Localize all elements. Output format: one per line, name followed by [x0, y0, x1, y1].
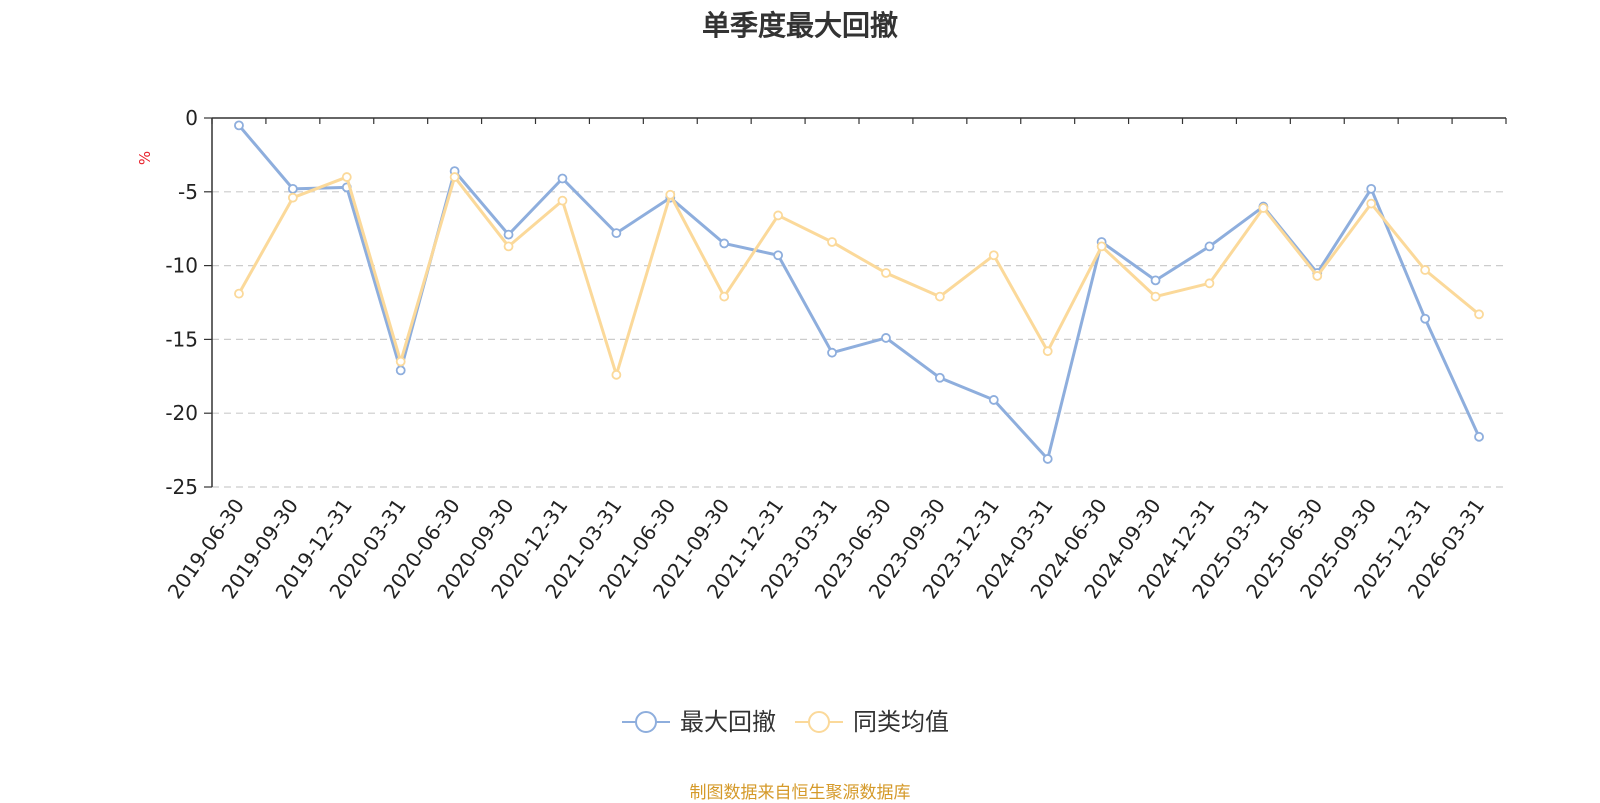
legend-marker [635, 711, 657, 733]
data-point[interactable] [719, 291, 730, 302]
y-tick-label: 0 [185, 106, 198, 130]
data-point[interactable] [988, 250, 999, 261]
data-point[interactable] [665, 189, 676, 200]
data-point[interactable] [1042, 346, 1053, 357]
y-tick-label: -25 [165, 475, 198, 499]
data-point[interactable] [1366, 198, 1377, 209]
data-point[interactable] [341, 172, 352, 182]
data-point[interactable] [449, 172, 460, 182]
legend-label: 最大回撤 [680, 708, 776, 736]
data-point[interactable] [395, 365, 406, 376]
data-point[interactable] [503, 229, 514, 240]
legend[interactable]: 最大回撤 同类均值 [622, 708, 949, 736]
data-point[interactable] [287, 183, 298, 194]
legend-item[interactable]: 最大回撤 [622, 708, 776, 736]
data-point[interactable] [1204, 278, 1215, 289]
data-point[interactable] [1366, 183, 1377, 194]
y-tick-label: -10 [165, 254, 198, 278]
chart-title: 单季度最大回撤 [701, 9, 898, 42]
data-source-note: 制图数据来自恒生聚源数据库 [689, 783, 911, 803]
data-point[interactable] [1420, 313, 1431, 324]
data-point[interactable] [503, 241, 514, 252]
data-point[interactable] [1474, 431, 1484, 442]
data-point[interactable] [1312, 271, 1323, 281]
data-point[interactable] [1474, 309, 1484, 320]
data-point[interactable] [1096, 241, 1107, 252]
series-line [237, 175, 1480, 377]
data-point[interactable] [611, 369, 622, 380]
x-tick-labels: 2019-06-302019-09-302019-12-312020-03-31… [163, 494, 1489, 603]
data-point[interactable] [773, 210, 784, 221]
series-2 [234, 172, 1484, 380]
data-point[interactable] [934, 291, 945, 302]
data-point[interactable] [1204, 241, 1215, 252]
data-point[interactable] [1150, 291, 1161, 302]
data-point[interactable] [1258, 203, 1269, 213]
series-line [237, 124, 1481, 461]
axes [204, 117, 1507, 488]
legend-marker [808, 711, 830, 733]
legend-item[interactable]: 同类均值 [795, 708, 949, 736]
data-point[interactable] [557, 195, 568, 206]
data-point[interactable] [827, 237, 837, 247]
y-tick-labels: 0 -5 -10 -15 -20 -25 [165, 106, 198, 499]
data-point[interactable] [719, 238, 730, 249]
y-tick-label: -15 [165, 327, 198, 351]
data-point[interactable] [1420, 265, 1431, 275]
data-point[interactable] [934, 372, 945, 383]
data-point[interactable] [611, 228, 622, 239]
data-point[interactable] [881, 268, 891, 278]
data-point[interactable] [988, 395, 999, 405]
data-point[interactable] [881, 333, 891, 343]
data-point[interactable] [234, 288, 244, 299]
data-point[interactable] [287, 192, 298, 203]
legend-label: 同类均值 [853, 708, 949, 736]
data-point[interactable] [1150, 275, 1161, 286]
series-group [234, 120, 1484, 464]
data-point[interactable] [827, 347, 837, 358]
data-point[interactable] [773, 250, 784, 261]
y-tick-label: -20 [165, 401, 198, 425]
data-point[interactable] [1042, 454, 1053, 464]
y-tick-label: -5 [178, 180, 198, 204]
y-axis-unit-label: % [136, 151, 154, 165]
data-point[interactable] [234, 120, 244, 131]
data-point[interactable] [395, 356, 406, 367]
data-point[interactable] [557, 173, 568, 184]
